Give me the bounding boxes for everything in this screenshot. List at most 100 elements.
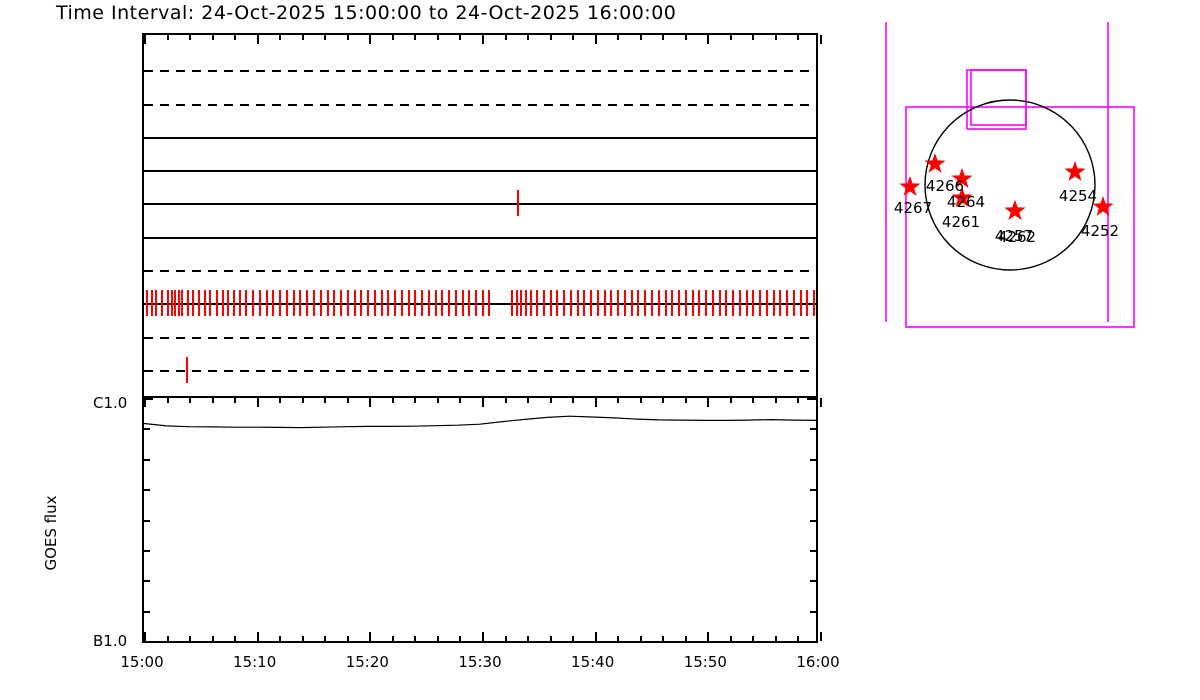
axis-tick-minor — [166, 398, 169, 403]
event-tick — [171, 290, 174, 316]
event-tick — [711, 290, 714, 316]
event-tick — [326, 290, 329, 316]
axis-tick-minor — [211, 35, 214, 40]
event-tick — [400, 290, 403, 316]
axis-tick-minor — [774, 35, 777, 40]
event-tick — [238, 290, 241, 316]
event-tick — [407, 290, 410, 316]
axis-tick-minor — [572, 35, 575, 40]
axis-tick-minor — [346, 398, 349, 403]
active-region-star-4264 — [951, 168, 973, 188]
event-tick — [806, 290, 809, 316]
axis-tick-major — [820, 632, 822, 641]
solar-disk-panel: 4266 4267 4264 4261 4257 4262 4254 4252 — [860, 0, 1200, 360]
event-tick — [718, 290, 721, 316]
axis-tick-minor — [459, 398, 462, 403]
fov-small-box-2 — [970, 69, 1027, 126]
axis-tick-major — [820, 35, 822, 44]
axis-tick-minor — [504, 35, 507, 40]
axis-tick-minor — [797, 398, 800, 403]
filter-line — [144, 104, 816, 106]
axis-tick-minor — [797, 35, 800, 40]
axis-tick-major — [144, 632, 146, 641]
event-tick — [319, 290, 322, 316]
event-tick — [563, 290, 566, 316]
axis-tick-major — [144, 398, 146, 407]
event-tick — [454, 290, 457, 316]
event-tick — [536, 290, 539, 316]
axis-tick-minor — [617, 636, 620, 641]
axis-tick-minor — [166, 35, 169, 40]
event-tick — [421, 290, 424, 316]
event-tick — [353, 290, 356, 316]
y-axis-tick — [810, 519, 816, 522]
x-axis-tick-label: 16:00 — [796, 653, 840, 671]
axis-tick-major — [369, 398, 372, 407]
x-axis-tick-label: 15:30 — [458, 653, 502, 671]
event-tick — [227, 290, 230, 316]
axis-tick-minor — [414, 636, 417, 641]
x-axis-tick-label: 15:00 — [120, 653, 164, 671]
event-tick — [468, 290, 471, 316]
fov-box-group — [885, 22, 1135, 328]
y-axis-tick — [144, 580, 150, 583]
event-tick — [461, 290, 464, 316]
y-axis-top-label: C1.0 — [93, 394, 128, 412]
event-tick — [542, 290, 545, 316]
y-axis-tick — [144, 610, 150, 613]
axis-tick-minor — [684, 636, 687, 641]
axis-tick-minor — [662, 398, 665, 403]
event-tick — [360, 290, 363, 316]
event-tick — [684, 290, 687, 316]
event-tick — [576, 290, 579, 316]
event-tick — [198, 290, 201, 316]
event-tick — [387, 290, 390, 316]
x-axis-tick-label: 15:40 — [571, 653, 615, 671]
event-tick — [671, 290, 674, 316]
axis-tick-minor — [346, 35, 349, 40]
axis-tick-major — [144, 35, 146, 44]
axis-tick-minor — [301, 636, 304, 641]
event-tick — [651, 290, 653, 316]
event-tick — [203, 290, 206, 316]
event-tick — [664, 290, 667, 316]
fov-small-box — [966, 69, 1027, 130]
axis-tick-minor — [324, 636, 327, 641]
axis-tick-major — [256, 398, 259, 407]
event-tick — [177, 290, 180, 316]
axis-tick-minor — [234, 398, 237, 403]
event-tick — [752, 290, 755, 316]
fov-large-box — [905, 106, 1135, 328]
axis-tick-minor — [234, 636, 237, 641]
event-tick — [698, 290, 701, 316]
axis-tick-minor — [301, 35, 304, 40]
event-tick — [155, 290, 158, 316]
event-tick — [644, 290, 647, 316]
axis-tick-minor — [391, 398, 394, 403]
axis-tick-major — [594, 632, 597, 641]
event-tick — [725, 290, 728, 316]
y-axis-bottom-label: B1.0 — [93, 632, 128, 650]
event-tick — [738, 290, 741, 316]
axis-tick-minor — [324, 35, 327, 40]
axis-tick-major — [594, 35, 597, 44]
event-tick — [181, 290, 184, 316]
event-tick — [792, 290, 795, 316]
axis-tick-minor — [774, 398, 777, 403]
event-tick — [765, 290, 768, 316]
axis-tick-major — [594, 398, 597, 407]
event-tick — [448, 290, 451, 316]
axis-tick-major — [707, 398, 710, 407]
axis-tick-minor — [527, 636, 530, 641]
event-tick — [786, 290, 789, 316]
axis-tick-minor — [549, 35, 552, 40]
event-tick — [511, 290, 514, 316]
axis-tick-minor — [527, 35, 530, 40]
goes-flux-panel — [142, 396, 822, 643]
axis-tick-minor — [234, 35, 237, 40]
y-axis-tick — [810, 610, 816, 613]
axis-tick-minor — [752, 398, 755, 403]
active-region-label-4266: 4266 — [925, 177, 965, 195]
event-tick — [637, 290, 640, 316]
event-tick — [759, 290, 762, 316]
